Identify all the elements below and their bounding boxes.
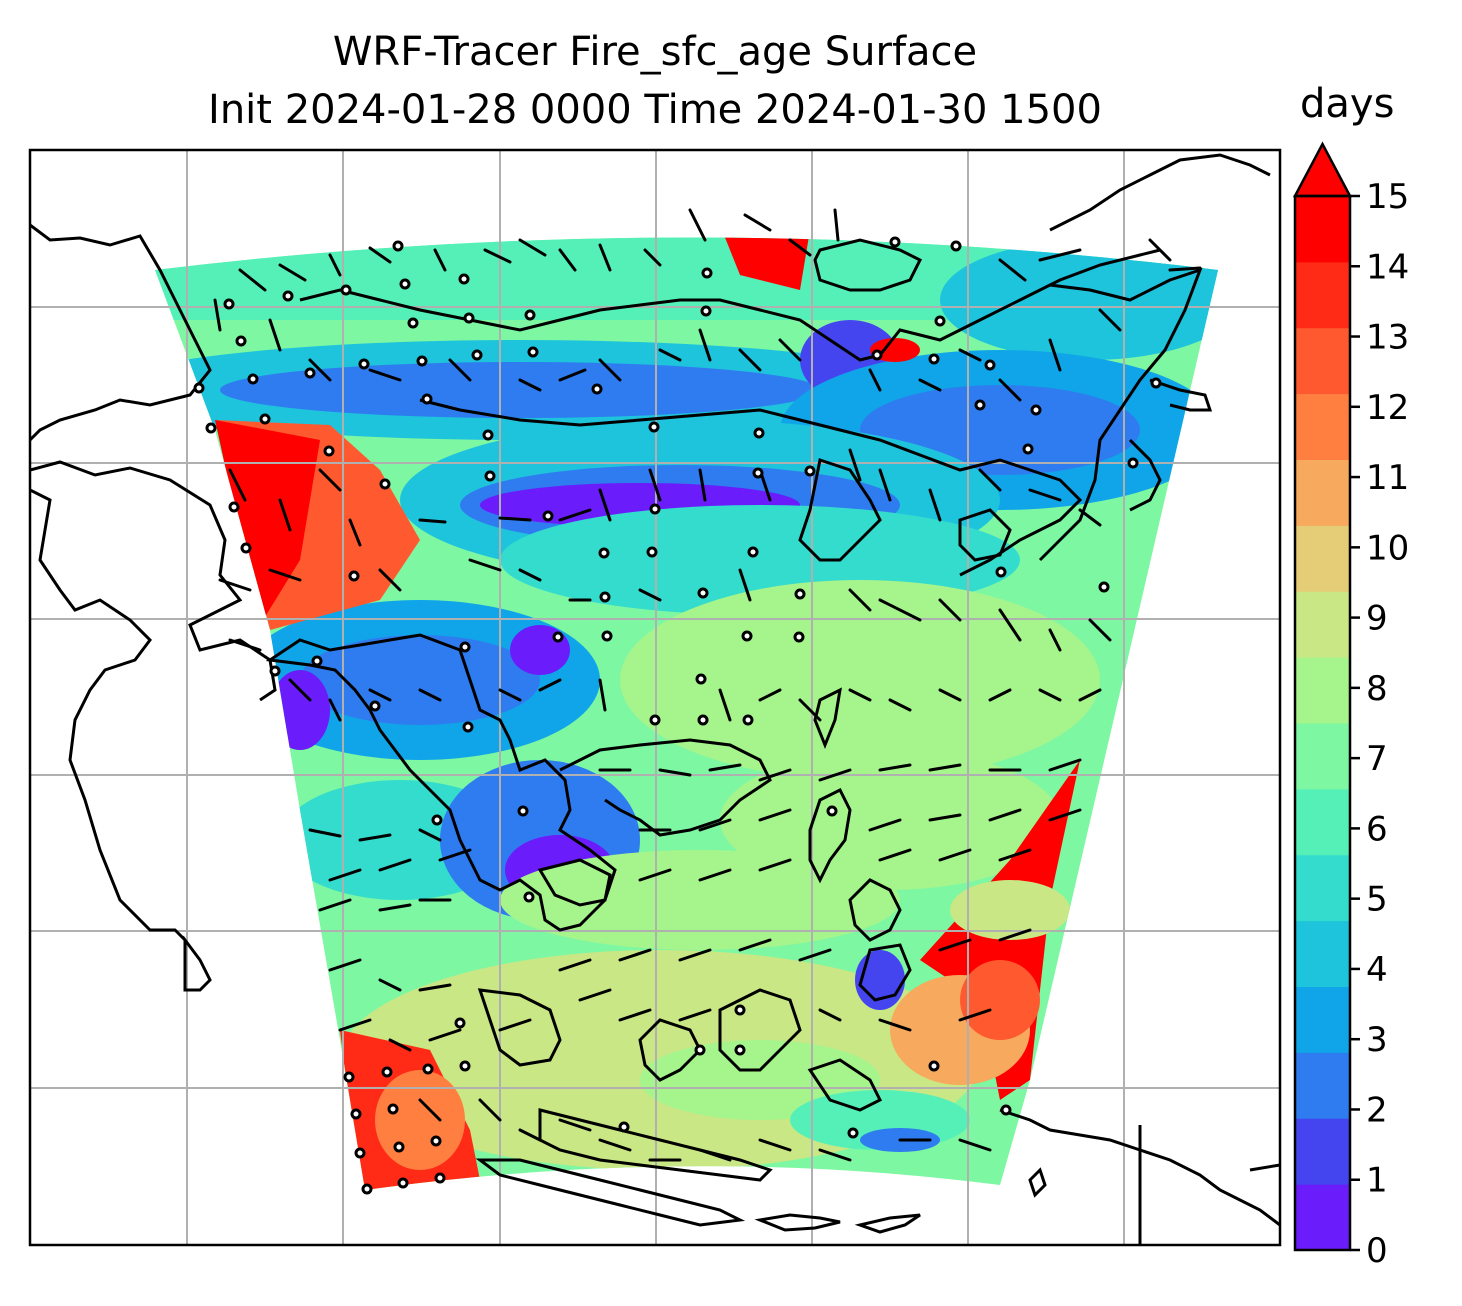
colorbar-segment: [1295, 1118, 1350, 1185]
colorbar-segment: [1295, 854, 1350, 922]
colorbar-segment: [1295, 920, 1350, 987]
colorbar-segment: [1295, 723, 1350, 790]
colorbar-segment: [1295, 1052, 1350, 1119]
colorbar-tick-label: 10: [1366, 528, 1409, 568]
colorbar-segment: [1295, 1184, 1350, 1251]
colorbar-tick-label: 8: [1366, 669, 1388, 709]
colorbar-tick-label: 4: [1366, 950, 1388, 990]
wind-barbs: [213, 208, 1202, 1162]
colorbar-segment: [1295, 788, 1350, 856]
tracer-age-field: [155, 237, 1218, 1190]
calm-wind-markers: [193, 236, 1162, 1195]
colorbar-segment: [1295, 525, 1350, 592]
map-frame: [28, 148, 1282, 1247]
colorbar-segment: [1295, 986, 1350, 1053]
colorbar-tick-label: 12: [1366, 388, 1409, 428]
gridlines: [30, 150, 1280, 1245]
colorbar-extend-arrow: [1292, 141, 1353, 198]
colorbar-segment: [1295, 327, 1350, 395]
colorbar-tick-label: 7: [1366, 739, 1388, 779]
colorbar-tick-label: 2: [1366, 1090, 1388, 1130]
colorbar-tick-label: 14: [1366, 247, 1409, 287]
colorbar-segment: [1295, 657, 1350, 724]
colorbar-tick-label: 6: [1366, 809, 1388, 849]
map-title: WRF-Tracer Fire_sfc_age Surface: [332, 29, 978, 75]
colorbar-segment: [1295, 393, 1350, 460]
colorbar-segment: [1295, 196, 1350, 263]
colorbar-tick-label: 15: [1366, 177, 1409, 217]
coastlines: [30, 153, 1280, 1245]
colorbar-segment: [1295, 261, 1350, 329]
colorbar-tick-label: 13: [1366, 318, 1409, 358]
colorbar-segment: [1295, 459, 1350, 526]
colorbar-tick-label: 5: [1366, 880, 1388, 920]
map-subtitle: Init 2024-01-28 0000 Time 2024-01-30 150…: [208, 87, 1102, 133]
colorbar-tick-label: 11: [1366, 458, 1409, 498]
colorbar-tick-label: 0: [1366, 1231, 1388, 1271]
colorbar-frame: [1293, 194, 1352, 1252]
colorbar-tick-label: 3: [1366, 1020, 1388, 1060]
colorbar-segment: [1295, 591, 1350, 658]
colorbar-unit-label: days: [1300, 81, 1395, 127]
colorbar-tick-label: 9: [1366, 599, 1388, 639]
colorbar-tick-label: 1: [1366, 1161, 1388, 1201]
